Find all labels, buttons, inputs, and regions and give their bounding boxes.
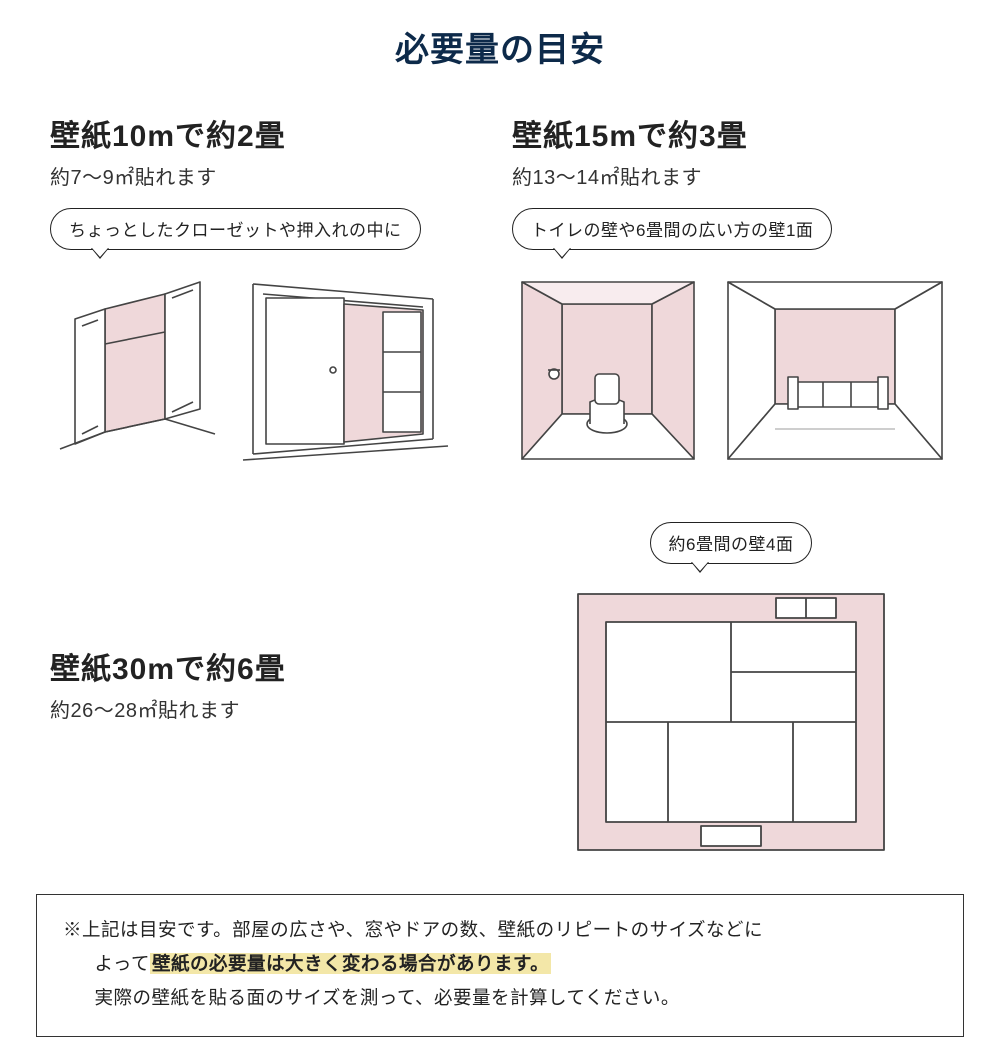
guide-grid: 壁紙10mで約2畳 約7〜9㎡貼れます ちょっとしたクローゼットや押入れの中に: [0, 71, 1000, 862]
note-highlight: 壁紙の必要量は大きく変わる場合があります。: [150, 953, 551, 974]
entry-15m: 壁紙15mで約3畳 約13〜14㎡貼れます トイレの壁や6畳間の広い方の壁1面: [512, 111, 950, 474]
note-line-2-before: よって: [94, 953, 150, 974]
note-line-1: ※上記は目安です。部屋の広さや、窓やドアの数、壁紙のリピートのサイズなどに: [63, 913, 941, 947]
closet-sliding-icon: [238, 274, 458, 464]
entry-30m-illustration-block: 約6畳間の壁4面: [512, 504, 950, 862]
page-title: 必要量の目安: [0, 0, 1000, 71]
closet-open-icon: [50, 274, 220, 464]
entry-10m-sub: 約7〜9㎡貼れます: [50, 161, 472, 190]
entry-10m-heading: 壁紙10mで約2畳: [50, 111, 472, 155]
entry-30m-heading: 壁紙30mで約6畳: [50, 644, 472, 688]
note-line-2: よって壁紙の必要量は大きく変わる場合があります。: [63, 947, 941, 981]
note-line-3: 実際の壁紙を貼る面のサイズを測って、必要量を計算してください。: [63, 981, 941, 1015]
entry-30m-sub: 約26〜28㎡貼れます: [50, 694, 472, 723]
entry-15m-heading: 壁紙15mで約3畳: [512, 111, 950, 155]
entry-15m-bubble: トイレの壁や6畳間の広い方の壁1面: [512, 208, 832, 250]
entry-30m: 壁紙30mで約6畳 約26〜28㎡貼れます: [50, 504, 472, 862]
room-floor-plan-icon: [566, 582, 896, 862]
entry-30m-bubble: 約6畳間の壁4面: [650, 522, 813, 564]
entry-15m-illustrations: [512, 274, 950, 474]
entry-15m-sub: 約13〜14㎡貼れます: [512, 161, 950, 190]
entry-10m: 壁紙10mで約2畳 約7〜9㎡貼れます ちょっとしたクローゼットや押入れの中に: [50, 111, 472, 474]
entry-10m-bubble: ちょっとしたクローゼットや押入れの中に: [50, 208, 421, 250]
entry-10m-illustrations: [50, 274, 472, 464]
room-one-wall-icon: [720, 274, 950, 474]
note-box: ※上記は目安です。部屋の広さや、窓やドアの数、壁紙のリピートのサイズなどに よっ…: [36, 894, 964, 1037]
toilet-room-icon: [512, 274, 702, 474]
